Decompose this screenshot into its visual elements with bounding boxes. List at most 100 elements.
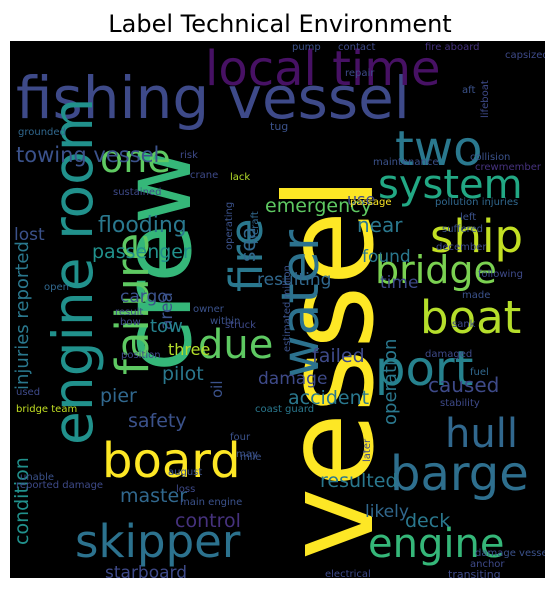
word: pump	[292, 42, 321, 53]
word: deck	[405, 510, 450, 532]
word: one	[100, 137, 171, 181]
word: resulted	[320, 470, 398, 492]
word: accident	[288, 387, 369, 409]
word: used	[16, 387, 40, 398]
word: fire	[220, 218, 273, 292]
word: aft	[462, 85, 475, 96]
word: caused	[428, 373, 499, 397]
word: maintenance	[373, 157, 439, 168]
word: crewmember	[475, 162, 542, 173]
word: emergency	[265, 195, 372, 217]
word: water	[271, 229, 331, 378]
word: sank	[452, 319, 476, 330]
word: mile	[240, 452, 261, 463]
word: bow	[120, 317, 141, 328]
word: struck	[225, 320, 256, 331]
word: suffered	[442, 224, 483, 235]
word: coast guard	[255, 404, 314, 415]
word: time	[380, 273, 418, 293]
word: due	[198, 322, 273, 368]
word: starboard	[105, 563, 187, 583]
word: lost	[14, 225, 45, 245]
word: liferaft	[250, 211, 261, 244]
word: fishing vessel	[16, 64, 410, 132]
word: following	[478, 269, 523, 280]
word: tug	[270, 120, 288, 133]
word: fire aboard	[425, 42, 480, 53]
word: oil	[208, 380, 226, 398]
word: made	[462, 290, 490, 301]
word: transiting	[448, 568, 501, 581]
word: may	[236, 449, 258, 460]
word: loss	[176, 484, 195, 495]
word: engine	[368, 521, 504, 567]
word: bridge	[375, 248, 497, 292]
word: lifeboat	[480, 80, 491, 118]
word: anchor	[470, 559, 505, 570]
word: damage vessel	[475, 548, 550, 559]
word: operation	[380, 339, 401, 425]
word: passenger	[92, 241, 191, 263]
word: near	[357, 213, 403, 237]
word: position	[121, 350, 161, 361]
word: crew	[103, 147, 213, 372]
word: control	[175, 510, 241, 532]
word: fuel	[470, 367, 489, 378]
word: tow	[150, 316, 183, 337]
word: sea	[236, 227, 260, 262]
word: boat	[420, 291, 521, 344]
word: ship	[430, 210, 523, 263]
word: cargo	[120, 287, 168, 307]
word: system	[378, 162, 523, 208]
word: risk	[180, 150, 198, 161]
word: injuries reported	[12, 241, 33, 390]
word: december	[436, 242, 487, 253]
word: passage	[350, 197, 392, 208]
word: barge	[390, 446, 529, 502]
word: left	[460, 212, 476, 223]
word: owner	[193, 304, 225, 315]
word: master	[120, 485, 187, 507]
word: main engine	[180, 497, 242, 508]
word: pilot	[162, 363, 204, 385]
title: Label Technical Environment	[108, 10, 451, 38]
word: two	[395, 121, 482, 177]
word: operating	[224, 202, 235, 250]
word: local time	[205, 41, 441, 97]
word: condition	[11, 457, 33, 545]
word: pollution injuries	[435, 197, 518, 208]
word: found	[362, 247, 411, 267]
word: lack	[230, 172, 250, 183]
word: resulting	[257, 270, 331, 290]
word: reported damage	[16, 480, 103, 491]
word: port	[375, 341, 473, 397]
word: stability	[440, 398, 480, 409]
word: damaged	[425, 349, 472, 360]
word: safety	[128, 410, 187, 432]
word: contact	[338, 42, 376, 53]
word: open	[44, 282, 69, 293]
word: result	[115, 307, 143, 318]
word: within	[210, 316, 240, 327]
word: later	[362, 438, 373, 462]
word: three	[168, 340, 210, 359]
word: bridge team	[16, 404, 77, 415]
word: pier	[100, 385, 137, 407]
word: four	[230, 432, 251, 443]
word: crane	[190, 170, 218, 181]
word: august	[168, 467, 202, 478]
word: skipper	[75, 515, 241, 568]
word: failure	[106, 233, 159, 375]
word: estimated million	[282, 265, 293, 352]
word: vessel	[259, 177, 401, 560]
word: grounded	[18, 127, 66, 138]
word: failed	[312, 345, 365, 367]
word: electrical	[325, 569, 371, 580]
word: board	[102, 433, 241, 489]
word: hull	[445, 411, 518, 457]
word: unable	[20, 472, 54, 483]
word: engine room	[41, 98, 105, 445]
word: sustained	[113, 187, 161, 198]
